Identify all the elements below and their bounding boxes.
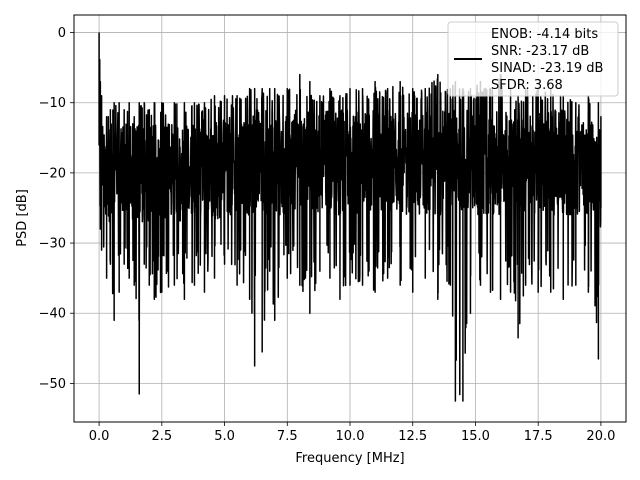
plot-area [98, 32, 602, 402]
x-tick-label: 7.5 [277, 429, 298, 444]
x-tick-label: 10.0 [336, 429, 365, 444]
legend-entry-sinad: SINAD: -23.19 dB [491, 61, 603, 76]
y-tick-label: −40 [39, 307, 66, 322]
y-tick-label: 0 [58, 26, 66, 41]
x-tick-label: 0.0 [89, 429, 110, 444]
psd-series [98, 32, 602, 402]
legend-entry-enob: ENOB: -4.14 bits [491, 27, 598, 42]
y-tick-label: −50 [39, 377, 66, 392]
y-tick-label: −10 [39, 96, 66, 111]
legend: ENOB: -4.14 bits SNR: -23.17 dB SINAD: -… [447, 21, 619, 97]
x-tick-label: 20.0 [586, 429, 615, 444]
psd-trace-line [98, 32, 602, 402]
x-axis-ticks: 0.0 2.5 5.0 7.5 10.0 12.5 15.0 17.5 20.0 [89, 422, 615, 444]
y-axis-ticks: 0 −10 −20 −30 −40 −50 [39, 26, 74, 392]
y-axis-label: PSD [dB] [15, 189, 30, 247]
x-tick-label: 5.0 [214, 429, 235, 444]
y-tick-label: −20 [39, 166, 66, 181]
legend-box [447, 21, 619, 97]
x-tick-label: 15.0 [461, 429, 490, 444]
x-tick-label: 12.5 [398, 429, 427, 444]
x-tick-label: 17.5 [524, 429, 553, 444]
legend-entry-sfdr: SFDR: 3.68 [491, 78, 563, 93]
x-tick-label: 2.5 [151, 429, 172, 444]
legend-entry-snr: SNR: -23.17 dB [491, 44, 589, 59]
x-axis-label: Frequency [MHz] [295, 451, 404, 466]
y-tick-label: −30 [39, 237, 66, 252]
